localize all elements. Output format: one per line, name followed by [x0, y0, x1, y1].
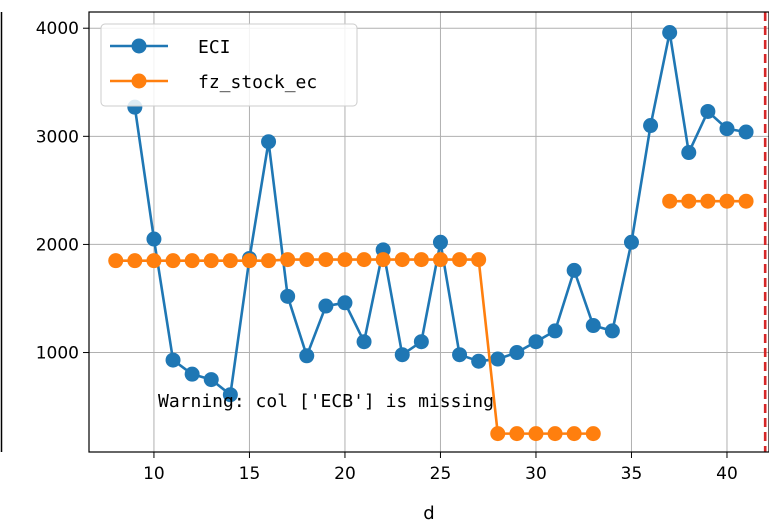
data-point: [261, 134, 277, 150]
x-tick-label: 35: [621, 464, 643, 484]
data-point: [261, 253, 277, 269]
data-point: [127, 253, 143, 269]
y-tick-label: 3000: [36, 127, 79, 147]
data-point: [280, 252, 296, 268]
data-point: [471, 252, 487, 268]
data-point: [566, 426, 582, 442]
data-point: [585, 426, 601, 442]
data-point: [184, 366, 200, 382]
series-layer: [108, 25, 754, 442]
data-point: [318, 252, 334, 268]
x-tick-label: 20: [334, 464, 356, 484]
data-point: [432, 252, 448, 268]
data-point: [146, 253, 162, 269]
data-point: [452, 347, 468, 363]
y-tick-label: 1000: [36, 344, 79, 364]
data-point: [528, 334, 544, 350]
data-point: [662, 193, 678, 209]
y-tick-label: 4000: [36, 19, 79, 39]
data-point: [738, 193, 754, 209]
legend-box: [100, 23, 358, 107]
series-1: [108, 193, 754, 442]
data-point: [547, 323, 563, 339]
legend: ECI fz_stock_ec: [100, 23, 358, 107]
data-point: [241, 253, 257, 269]
data-point: [509, 345, 525, 361]
data-point: [413, 252, 429, 268]
data-point: [165, 253, 181, 269]
y-tick-label: 2000: [36, 235, 79, 255]
x-tick-label: 30: [525, 464, 547, 484]
data-point: [681, 145, 697, 161]
data-point: [604, 323, 620, 339]
data-point: [432, 234, 448, 250]
data-point: [394, 347, 410, 363]
data-point: [146, 231, 162, 247]
data-point: [528, 426, 544, 442]
data-point: [452, 252, 468, 268]
data-point: [184, 253, 200, 269]
data-point: [719, 193, 735, 209]
data-point: [490, 426, 506, 442]
data-point: [623, 234, 639, 250]
plot-frame: [88, 11, 769, 453]
data-point: [108, 253, 124, 269]
data-point: [585, 318, 601, 334]
data-point: [356, 334, 372, 350]
data-point: [471, 353, 487, 369]
x-tick-label: 10: [143, 464, 165, 484]
x-tick-label: 40: [716, 464, 738, 484]
warning-annotation: Warning: col ['ECB'] is missing: [158, 391, 494, 412]
x-axis-label: d: [423, 503, 434, 522]
data-point: [738, 124, 754, 140]
data-point: [700, 193, 716, 209]
data-point: [222, 387, 238, 403]
data-point: [203, 372, 219, 388]
data-point: [681, 193, 697, 209]
x-tick-label: 15: [239, 464, 261, 484]
data-point: [413, 334, 429, 350]
legend-label: ECI: [198, 37, 231, 58]
data-point: [509, 426, 525, 442]
data-point: [662, 25, 678, 41]
data-point: [318, 298, 334, 314]
data-point: [222, 253, 238, 269]
data-point: [203, 253, 219, 269]
legend-label: fz_stock_ec: [198, 72, 317, 93]
data-point: [280, 288, 296, 304]
data-point: [719, 121, 735, 137]
data-point: [490, 351, 506, 367]
data-point: [643, 118, 659, 134]
data-point: [165, 352, 181, 368]
x-tick-label: 25: [430, 464, 452, 484]
data-point: [356, 252, 372, 268]
data-point: [394, 252, 410, 268]
data-point: [547, 426, 563, 442]
data-point: [566, 262, 582, 278]
data-point: [700, 103, 716, 119]
legend-marker: [131, 38, 147, 54]
data-point: [337, 295, 353, 311]
data-point: [375, 252, 391, 268]
data-point: [299, 348, 315, 364]
data-point: [337, 252, 353, 268]
axis-ticks: 10 15 20 25 30 35 40 1000 2000 3000 4000: [36, 19, 738, 484]
legend-marker: [131, 73, 147, 89]
data-point: [299, 252, 315, 268]
